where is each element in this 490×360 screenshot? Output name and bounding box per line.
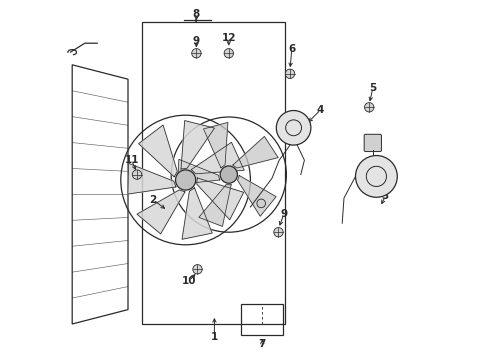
Polygon shape	[128, 163, 176, 194]
Text: 9: 9	[280, 209, 288, 219]
FancyBboxPatch shape	[364, 134, 381, 152]
Text: 7: 7	[259, 339, 266, 349]
Polygon shape	[182, 188, 212, 239]
Circle shape	[356, 156, 397, 197]
Bar	[242, 304, 283, 335]
Circle shape	[285, 69, 294, 78]
Polygon shape	[238, 176, 276, 216]
Polygon shape	[139, 125, 177, 177]
Polygon shape	[177, 159, 220, 185]
Text: 9: 9	[193, 36, 200, 46]
Text: 3: 3	[382, 191, 389, 201]
Circle shape	[132, 170, 142, 179]
Bar	[143, 22, 285, 324]
Polygon shape	[181, 121, 215, 169]
Polygon shape	[199, 185, 231, 226]
Polygon shape	[137, 190, 185, 234]
Circle shape	[224, 49, 233, 58]
Polygon shape	[197, 178, 244, 220]
Circle shape	[274, 228, 283, 237]
Polygon shape	[191, 142, 244, 174]
Circle shape	[192, 49, 201, 58]
Text: 5: 5	[369, 83, 376, 93]
Text: 8: 8	[193, 9, 200, 19]
Circle shape	[365, 103, 374, 112]
Text: 12: 12	[221, 33, 236, 43]
Text: 1: 1	[211, 332, 218, 342]
Text: 11: 11	[124, 155, 139, 165]
Text: 2: 2	[149, 195, 157, 205]
Text: 4: 4	[317, 105, 324, 115]
Circle shape	[175, 170, 196, 190]
Circle shape	[276, 111, 311, 145]
Circle shape	[220, 166, 238, 183]
Circle shape	[193, 265, 202, 274]
Circle shape	[257, 199, 266, 208]
Text: 10: 10	[182, 276, 196, 286]
Polygon shape	[203, 122, 228, 168]
Text: 6: 6	[288, 44, 295, 54]
Polygon shape	[233, 136, 278, 168]
